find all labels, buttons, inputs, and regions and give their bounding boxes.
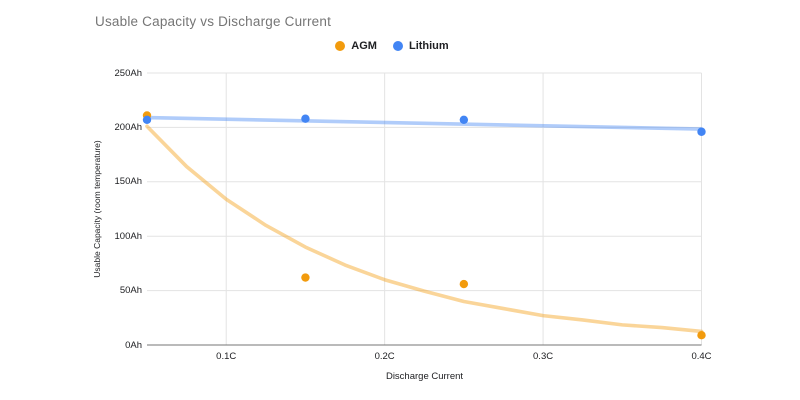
agm-data-point (459, 279, 469, 289)
legend-label-lithium: Lithium (408, 40, 449, 52)
y-axis-title: Usable Capacity (room temperature) (92, 140, 102, 278)
agm-data-point (301, 273, 310, 282)
x-tick-label: 0.2C (374, 351, 395, 362)
agm-data-point (697, 331, 706, 340)
y-tick-label: 50Ah (119, 285, 142, 297)
x-tick-label: 0.1C (216, 351, 237, 362)
y-tick-label: 200Ah (114, 121, 142, 133)
legend-item-agm: AGM (335, 40, 377, 52)
y-tick-label: 100Ah (114, 230, 142, 242)
x-axis-title: Discharge Current (385, 371, 464, 382)
lithium-series-swatch-icon (392, 41, 403, 51)
chart-title: Usable Capacity vs Discharge Current (95, 14, 332, 29)
lithium-data-point (459, 115, 469, 124)
agm-series-swatch-icon (335, 41, 346, 51)
legend-label-agm: AGM (351, 40, 377, 52)
legend-item-lithium: Lithium (392, 40, 449, 52)
lithium-data-point (697, 127, 706, 136)
lithium-trendline (145, 115, 704, 131)
y-tick-label: 150Ah (114, 176, 142, 188)
agm-trendline (145, 124, 704, 334)
y-tick-label: 250Ah (114, 67, 142, 79)
legend: AGM Lithium (0, 40, 784, 52)
x-tick-label: 0.4C (691, 351, 712, 362)
lithium-data-point (142, 115, 152, 124)
lithium-data-point (301, 114, 310, 123)
x-tick-label: 0.3C (533, 351, 554, 362)
y-tick-label: 0Ah (125, 339, 142, 351)
